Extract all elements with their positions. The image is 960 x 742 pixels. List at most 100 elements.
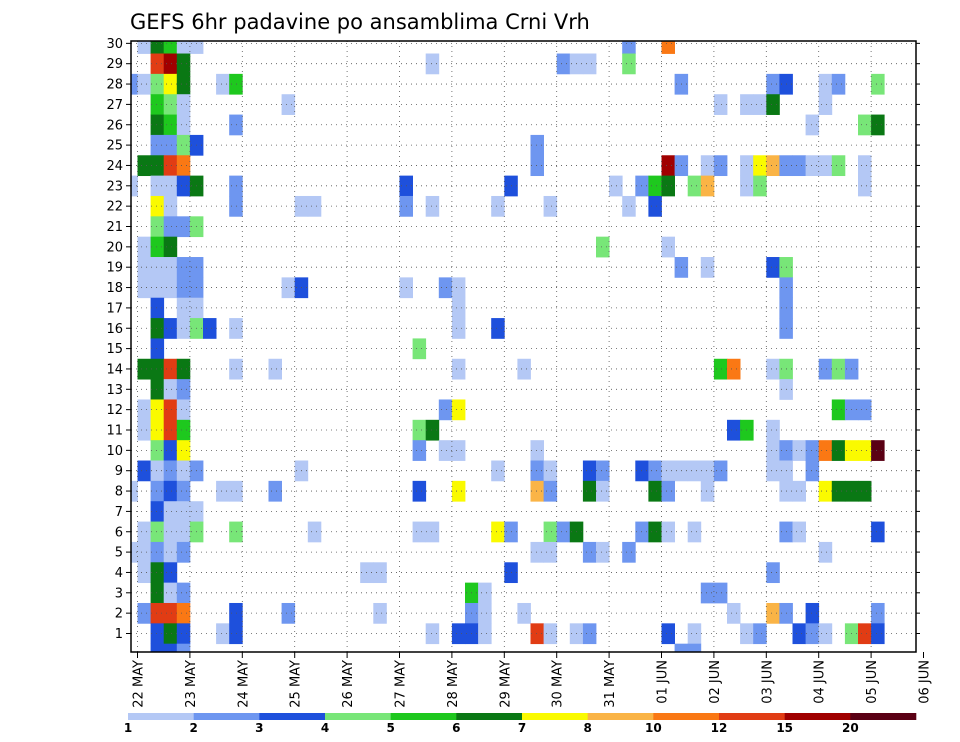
heat-cell (176, 73, 191, 95)
heat-cell (556, 521, 571, 543)
y-tick-label: 7 (115, 505, 123, 520)
plot-frame (130, 40, 917, 653)
legend-swatch (325, 713, 391, 720)
heat-cell (131, 175, 138, 197)
heat-cell (150, 338, 165, 360)
heat-cell (150, 195, 165, 217)
heat-cell (713, 155, 728, 177)
heat-cell (150, 480, 165, 502)
y-tick-label: 27 (106, 98, 123, 113)
heat-cell (858, 399, 872, 421)
heat-cell (216, 73, 230, 95)
y-tick-label: 15 (106, 342, 123, 357)
heat-cell (425, 521, 440, 543)
heat-cell (648, 195, 662, 217)
heat-cell (281, 94, 296, 115)
heat-cell (582, 460, 597, 482)
heat-cell (831, 399, 846, 421)
legend-label: 6 (452, 721, 460, 735)
heat-cell (150, 379, 165, 400)
y-tick-label: 2 (115, 607, 123, 622)
heat-cell (150, 41, 165, 54)
heat-cell (648, 521, 662, 543)
heat-cell (150, 73, 165, 95)
heat-cell (818, 541, 833, 563)
heat-cell (687, 623, 702, 645)
heat-cell (596, 480, 610, 502)
heat-cell (176, 440, 191, 461)
heat-cell (176, 602, 191, 624)
heat-cell (229, 73, 243, 95)
legend-label: 3 (255, 721, 263, 735)
legend-swatch (653, 713, 720, 720)
heat-cell (438, 399, 453, 421)
heat-cell (661, 236, 675, 258)
heat-cell (451, 277, 466, 299)
x-tick-label: 22 MAY (132, 660, 147, 708)
heat-cell (163, 41, 178, 54)
heat-cell (176, 460, 191, 482)
heat-cell (792, 155, 806, 177)
y-tick-label: 13 (106, 383, 123, 398)
heat-cell (622, 195, 636, 217)
heat-cell (871, 623, 885, 645)
x-tick-label: 02 JUN (708, 660, 723, 704)
x-tick-label: 27 MAY (394, 660, 409, 708)
y-tick-label: 4 (115, 566, 123, 581)
heat-cell (176, 318, 191, 339)
heat-cell (150, 541, 165, 563)
x-tick-label: 31 MAY (603, 660, 618, 708)
heat-cell (805, 114, 820, 136)
heat-cell (163, 440, 178, 461)
heat-cell (150, 501, 165, 522)
heat-cell (163, 480, 178, 502)
heat-cell (131, 480, 138, 502)
heat-cell (543, 480, 558, 502)
heat-cell (530, 480, 544, 502)
legend-label: 8 (583, 721, 591, 735)
heat-cell (700, 175, 715, 197)
heat-cell (858, 155, 872, 177)
heat-cell (150, 114, 165, 136)
heat-cell (137, 562, 151, 584)
heat-cell (176, 582, 191, 604)
heat-cell (622, 541, 636, 563)
legend-swatch (850, 713, 917, 720)
heat-cell (543, 460, 558, 482)
heat-cell (137, 602, 151, 624)
heat-cell (163, 257, 178, 278)
heat-cell (648, 460, 662, 482)
heat-cell (871, 114, 885, 136)
heat-cell (858, 480, 872, 502)
heat-cell (137, 155, 151, 177)
y-tick-label: 12 (106, 403, 123, 418)
heat-cell (648, 480, 662, 502)
heat-cell (661, 41, 675, 54)
heat-cell (792, 521, 806, 543)
heat-cell (150, 155, 165, 177)
heat-cell (766, 602, 780, 624)
heat-cell (792, 480, 806, 502)
heat-cell (478, 582, 492, 604)
heat-cell (203, 318, 217, 339)
heat-cell (176, 419, 191, 441)
heat-cell (491, 318, 505, 339)
heat-cell (131, 541, 138, 563)
heat-cell (137, 236, 151, 258)
heat-cell (543, 541, 558, 563)
heat-cell (858, 114, 872, 136)
heat-cell (163, 602, 178, 624)
heat-cell (137, 419, 151, 441)
heat-cell (229, 480, 243, 502)
heat-cell (216, 623, 230, 645)
legend-swatch (390, 713, 457, 720)
heat-cell (831, 440, 846, 461)
heat-cell (818, 94, 833, 115)
heat-cell (858, 623, 872, 645)
heat-cell (412, 419, 427, 441)
x-tick-label: 06 JUN (918, 660, 933, 704)
x-tick-label: 03 JUN (760, 660, 775, 704)
heat-cell (163, 94, 178, 115)
heat-cell (713, 94, 728, 115)
